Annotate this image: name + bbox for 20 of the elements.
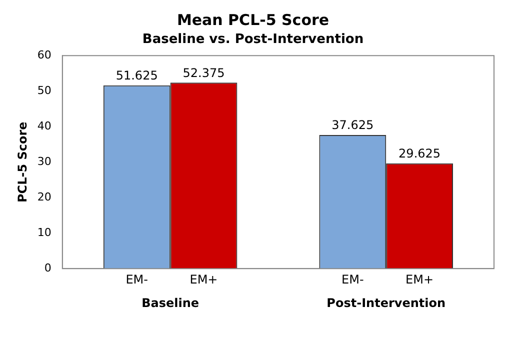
data-label: 52.375 (182, 66, 225, 80)
y-tick-label: 60 (37, 48, 52, 62)
y-tick-label: 10 (37, 226, 52, 239)
text: EM- (342, 272, 364, 287)
x-tick-label: Baseline (142, 296, 200, 310)
chart-title: Mean PCL-5 Score (176, 10, 330, 29)
x-tick-label: Post-Intervention (326, 296, 446, 310)
series-label: EM- (126, 272, 148, 287)
y-tick-label: 50 (37, 84, 52, 97)
y-tick-label: 40 (37, 119, 52, 132)
chart-subtitle: Baseline vs. Post-Intervention (142, 32, 364, 48)
data-label: 37.625 (332, 118, 374, 132)
y-tick-label: 30 (37, 154, 52, 168)
text: EM+ (406, 272, 434, 287)
y-tick-label: 20 (37, 190, 52, 204)
y-tick-label: 0 (44, 261, 52, 274)
series-label: EM+ (190, 272, 218, 287)
data-label: 29.625 (398, 146, 441, 161)
y-axis-title: PCL-5 Score (15, 122, 30, 203)
data-label: 51.625 (116, 68, 158, 82)
